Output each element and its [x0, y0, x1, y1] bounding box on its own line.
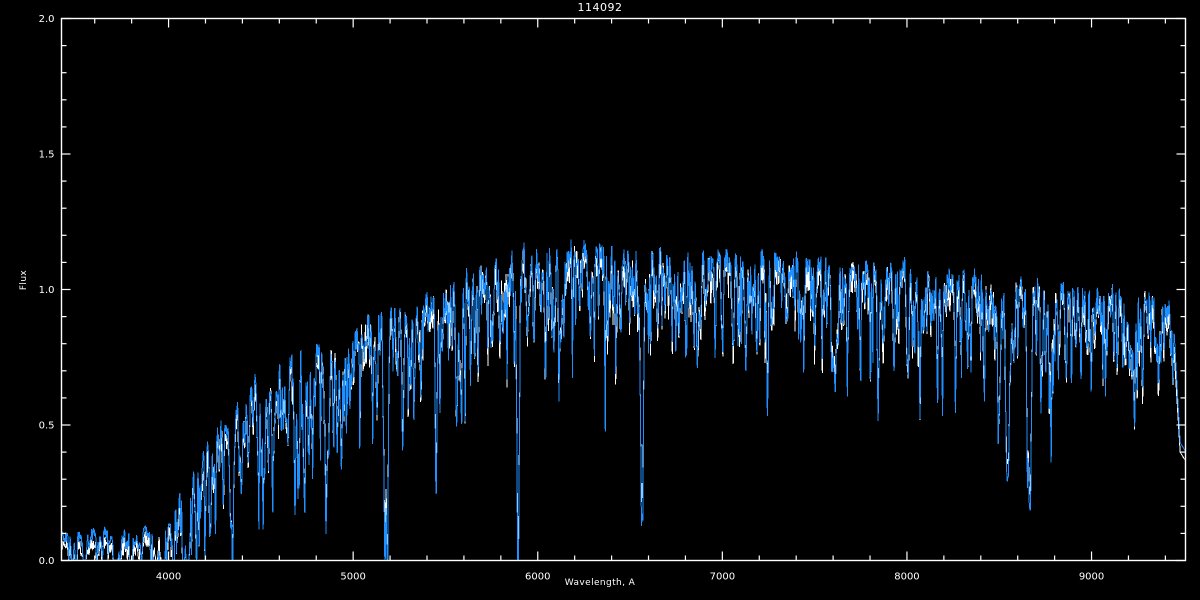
x-tick-label: 5000 [340, 572, 365, 583]
tick-labels: 4000 5000 6000 7000 8000 9000 0.0 0.5 1.0 1.5 2.0 [39, 14, 1105, 583]
y-tick-label: 0.5 [39, 421, 55, 432]
y-tick-label: 2.0 [39, 14, 55, 25]
plot-axes [60, 17, 1187, 562]
x-axis-label: Wavelength, A [564, 578, 636, 588]
y-tick-label: 1.0 [39, 285, 55, 296]
x-tick-label: 6000 [525, 572, 550, 583]
y-tick-label: 1.5 [39, 150, 55, 161]
x-tick-label: 9000 [1079, 572, 1104, 583]
page-title: 114092 [577, 1, 623, 14]
x-tick-label: 7000 [710, 572, 735, 583]
x-tick-label: 4000 [156, 572, 181, 583]
y-tick-label: 0.0 [39, 556, 55, 567]
spectrum-trace-model-spectrum [62, 239, 1185, 560]
x-tick-label: 8000 [894, 572, 919, 583]
spectrum-traces [62, 239, 1185, 560]
